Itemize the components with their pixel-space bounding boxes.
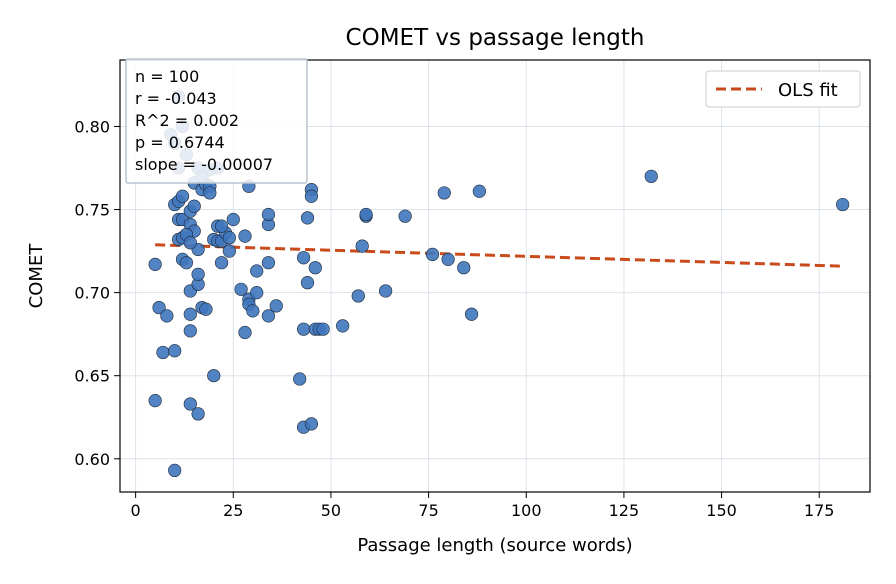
data-point	[156, 345, 170, 360]
data-point	[183, 236, 197, 250]
data-point	[836, 197, 850, 212]
y-tick-label: 0.65	[74, 367, 110, 386]
data-point	[183, 324, 197, 338]
data-point	[261, 256, 276, 270]
stats-line: n = 100	[135, 67, 199, 86]
data-point	[148, 394, 162, 408]
x-axis-label: Passage length (source words)	[357, 535, 632, 556]
data-point	[644, 169, 658, 183]
data-point	[296, 322, 311, 336]
data-point	[246, 304, 260, 318]
data-point	[359, 207, 373, 222]
y-tick-label: 0.75	[74, 201, 110, 220]
data-point	[175, 189, 190, 203]
data-point	[187, 199, 201, 213]
data-points	[148, 89, 850, 478]
stats-line: p = 0.6744	[135, 133, 225, 152]
x-tick-label: 125	[609, 501, 640, 520]
data-point	[179, 256, 194, 270]
data-point	[226, 212, 240, 227]
data-point	[293, 372, 307, 386]
data-point	[261, 309, 276, 323]
y-axis-label: COMET	[26, 243, 47, 309]
x-tick-label: 75	[418, 501, 438, 520]
data-point	[191, 407, 205, 421]
stats-line: R^2 = 0.002	[135, 111, 239, 130]
data-point	[261, 207, 276, 222]
data-point	[425, 247, 440, 261]
x-tick-label: 25	[223, 501, 243, 520]
x-tick-label: 0	[131, 501, 141, 520]
data-point	[304, 189, 319, 203]
ols-fit-line	[155, 243, 843, 268]
stats-line: slope = -0.00007	[135, 155, 273, 174]
data-point	[203, 186, 217, 200]
data-point	[183, 397, 197, 411]
data-point	[214, 219, 229, 233]
data-point	[238, 325, 252, 340]
data-point	[351, 289, 365, 303]
data-point	[355, 239, 369, 253]
data-point	[238, 229, 252, 243]
legend-fit-label: OLS fit	[778, 80, 838, 101]
data-point	[199, 302, 213, 316]
x-tick-label: 150	[706, 501, 737, 520]
data-point	[300, 211, 315, 225]
data-point	[296, 251, 311, 265]
data-point	[234, 282, 248, 296]
axes: 0 25 50 75 100 125 150 175 0.60 0.65 0.70 0.75 0.80	[74, 117, 834, 520]
stats-box: n = 100 r = -0.043 R^2 = 0.002 p = 0.674…	[125, 58, 308, 184]
y-tick-label: 0.70	[74, 284, 110, 303]
data-point	[441, 252, 455, 266]
data-point	[304, 417, 319, 431]
data-point	[457, 261, 471, 275]
data-point	[398, 209, 412, 223]
data-point	[207, 369, 221, 383]
data-point	[168, 344, 182, 358]
legend: OLS fit	[705, 70, 861, 108]
data-point	[148, 257, 162, 271]
data-point	[269, 299, 283, 313]
y-tick-label: 0.60	[74, 450, 110, 469]
data-point	[464, 307, 479, 321]
data-point	[222, 244, 236, 258]
data-point	[222, 231, 236, 245]
data-point	[250, 264, 264, 278]
y-tick-label: 0.80	[74, 117, 110, 136]
data-point	[191, 267, 205, 281]
data-point	[183, 307, 197, 321]
stats-box-frame	[125, 58, 308, 184]
data-point	[250, 286, 264, 300]
fit-line-group	[155, 243, 843, 268]
data-point	[472, 184, 486, 198]
x-tick-label: 50	[321, 501, 341, 520]
plot-frame	[119, 59, 871, 493]
legend-frame	[705, 70, 861, 108]
data-point	[437, 186, 451, 200]
stats-line: r = -0.043	[135, 89, 217, 108]
data-point	[214, 256, 229, 270]
data-point	[379, 284, 393, 298]
data-point	[316, 322, 330, 336]
data-point	[336, 319, 350, 333]
data-point	[300, 276, 315, 290]
chart-title: COMET vs passage length	[346, 25, 645, 51]
data-point	[152, 300, 166, 315]
data-point	[168, 463, 182, 478]
data-point	[160, 309, 174, 323]
x-tick-label: 100	[511, 501, 542, 520]
data-point	[308, 261, 322, 275]
x-tick-label: 175	[804, 501, 835, 520]
